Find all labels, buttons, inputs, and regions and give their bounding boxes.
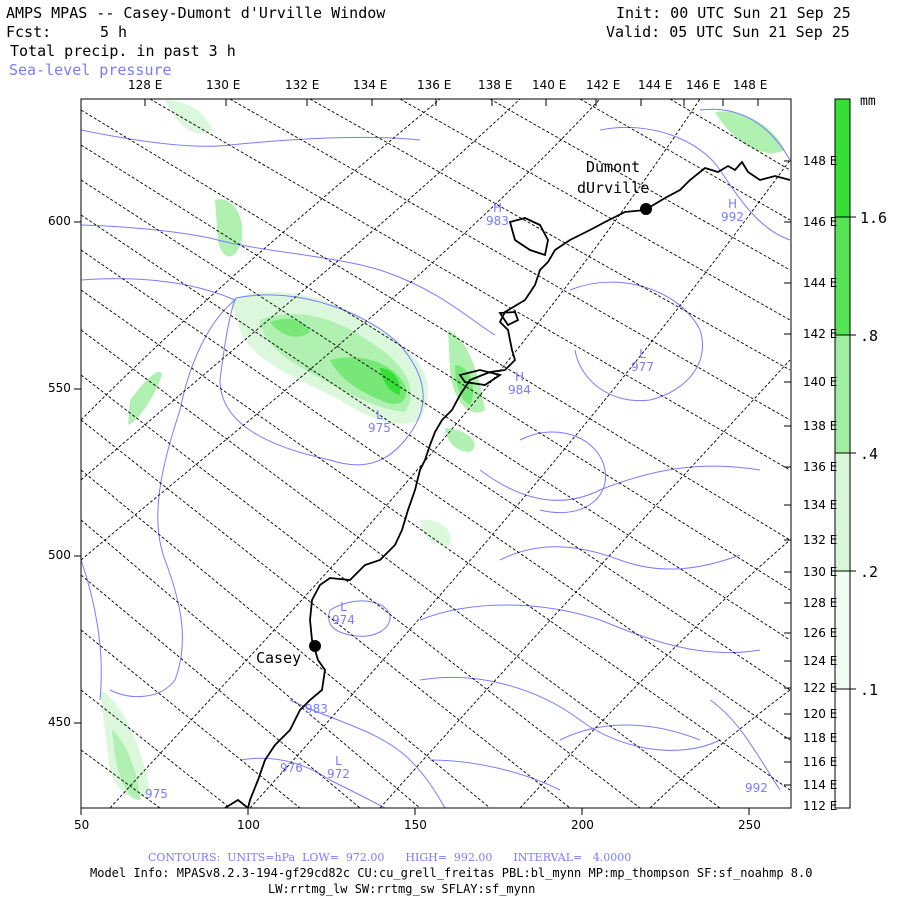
top-lon-label: 148 E bbox=[733, 78, 768, 92]
right-lon-label: 112 E bbox=[803, 799, 838, 813]
right-lon-label: 134 E bbox=[803, 498, 838, 512]
top-lon-label: 136 E bbox=[417, 78, 452, 92]
colorbar bbox=[834, 98, 856, 809]
pressure-contour-value: 975 bbox=[145, 787, 168, 801]
right-lon-label: 146 E bbox=[803, 215, 838, 229]
map-frame bbox=[80, 98, 792, 809]
x-axis-label: 50 bbox=[74, 818, 90, 832]
right-lon-label: 144 E bbox=[803, 276, 838, 290]
axis-ticks bbox=[74, 221, 750, 815]
x-axis-label: 250 bbox=[738, 818, 761, 832]
right-tick-marks bbox=[784, 160, 791, 786]
y-axis-label: 500 bbox=[48, 548, 71, 562]
dumont-durville-marker bbox=[640, 203, 652, 215]
right-lon-label: 114 E bbox=[803, 778, 838, 792]
model-info-line2: LW:rrtmg_lw SW:rrtmg_sw SFLAY:sf_mynn bbox=[268, 882, 536, 896]
x-axis-label: 100 bbox=[237, 818, 260, 832]
colorbar-label: 1.6 bbox=[860, 209, 888, 227]
init-time: Init: 00 UTC Sun 21 Sep 25 bbox=[616, 4, 851, 22]
graticule bbox=[81, 99, 791, 808]
y-axis-label: 550 bbox=[48, 381, 71, 395]
pressure-center-label: L 977 bbox=[631, 347, 654, 374]
x-axis-label: 200 bbox=[571, 818, 594, 832]
pressure-center-label: H 983 bbox=[486, 201, 509, 228]
top-lon-label: 132 E bbox=[285, 78, 320, 92]
pressure-center-label: H 984 bbox=[508, 370, 531, 397]
top-lon-label: 138 E bbox=[478, 78, 513, 92]
pressure-contour-value: 976 bbox=[280, 761, 303, 775]
colorbar-label: .2 bbox=[860, 563, 879, 581]
top-lon-label: 140 E bbox=[532, 78, 567, 92]
y-axis-label: 450 bbox=[48, 715, 71, 729]
field-title: Total precip. in past 3 h bbox=[10, 42, 236, 60]
pressure-center-label: H 992 bbox=[721, 197, 744, 224]
colorbar-label: .8 bbox=[860, 327, 879, 345]
x-axis-label: 150 bbox=[404, 818, 427, 832]
y-axis-label: 600 bbox=[48, 214, 71, 228]
right-lon-label: 124 E bbox=[803, 654, 838, 668]
right-lon-label: 132 E bbox=[803, 533, 838, 547]
forecast-hour: 5 h bbox=[100, 23, 128, 41]
top-lon-label: 144 E bbox=[638, 78, 673, 92]
pressure-center-label: L 972 bbox=[327, 754, 350, 781]
model-info: Model Info: MPASv8.2.3-194-gf29cd82c CU:… bbox=[90, 866, 813, 880]
precip-shading bbox=[100, 100, 785, 800]
top-lon-label: 134 E bbox=[353, 78, 388, 92]
right-lon-label: 148 E bbox=[803, 154, 838, 168]
right-lon-label: 118 E bbox=[803, 731, 838, 745]
top-tick-marks bbox=[144, 99, 759, 106]
colorbar-unit: mm bbox=[860, 94, 876, 109]
right-lon-label: 126 E bbox=[803, 626, 838, 640]
casey-marker bbox=[309, 640, 321, 652]
right-lon-label: 116 E bbox=[803, 755, 838, 769]
map-title: AMPS MPAS -- Casey-Dumont d'Urville Wind… bbox=[6, 4, 386, 22]
right-lon-label: 120 E bbox=[803, 707, 838, 721]
right-lon-label: 122 E bbox=[803, 681, 838, 695]
top-lon-label: 130 E bbox=[206, 78, 241, 92]
coastline bbox=[224, 160, 791, 808]
pressure-contour-value: 983 bbox=[305, 702, 328, 716]
dumont-durville-label-line1: Dumont bbox=[586, 158, 641, 176]
pressure-center-label: L 975 bbox=[368, 408, 391, 435]
colorbar-label: .1 bbox=[860, 681, 879, 699]
right-lon-label: 130 E bbox=[803, 565, 838, 579]
top-lon-label: 128 E bbox=[128, 78, 163, 92]
contour-field-title: Sea-level pressure bbox=[9, 61, 172, 79]
right-lon-label: 138 E bbox=[803, 419, 838, 433]
top-lon-label: 146 E bbox=[686, 78, 721, 92]
contour-info: CONTOURS: UNITS=hPa LOW= 972.00 HIGH= 99… bbox=[148, 851, 632, 864]
casey-label: Casey bbox=[256, 649, 302, 667]
top-lon-label: 142 E bbox=[586, 78, 621, 92]
colorbar-label: .4 bbox=[860, 445, 879, 463]
right-lon-label: 128 E bbox=[803, 596, 838, 610]
right-lon-label: 136 E bbox=[803, 460, 838, 474]
right-lon-label: 140 E bbox=[803, 375, 838, 389]
right-lon-label: 142 E bbox=[803, 327, 838, 341]
valid-time: Valid: 05 UTC Sun 21 Sep 25 bbox=[606, 23, 850, 41]
pressure-contour-value: 992 bbox=[745, 781, 768, 795]
dumont-durville-label-line2: dUrville bbox=[577, 179, 650, 197]
forecast-label: Fcst: bbox=[6, 23, 52, 41]
pressure-contours bbox=[81, 108, 791, 808]
pressure-center-label: L 974 bbox=[332, 600, 355, 627]
